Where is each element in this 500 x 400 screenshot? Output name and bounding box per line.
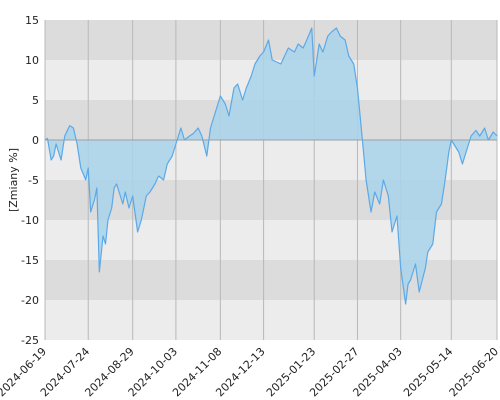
y-tick-label: -25 (21, 334, 39, 347)
y-tick-label: -10 (21, 214, 39, 227)
y-tick-label: 15 (25, 14, 39, 27)
y-tick-label: 5 (32, 94, 39, 107)
plot-band (45, 260, 497, 300)
y-tick-label: -15 (21, 254, 39, 267)
data-area (44, 27, 498, 305)
y-tick-label: 0 (32, 134, 39, 147)
series-line (44, 27, 498, 305)
y-tick-labels: 15 10 5 0 -5 -10 -15 -20 -25 (21, 14, 39, 347)
x-tick-labels: 2024-06-192024-07-242024-08-292024-10-03… (0, 345, 500, 399)
y-tick-label: -20 (21, 294, 39, 307)
plot-band (45, 300, 497, 340)
y-tick-label: -5 (28, 174, 39, 187)
y-tick-label: 10 (25, 54, 39, 67)
series-area (45, 28, 497, 304)
x-tick-label: 2025-06-20 (447, 345, 500, 399)
y-axis-label: [Zmiany %] (7, 148, 20, 212)
